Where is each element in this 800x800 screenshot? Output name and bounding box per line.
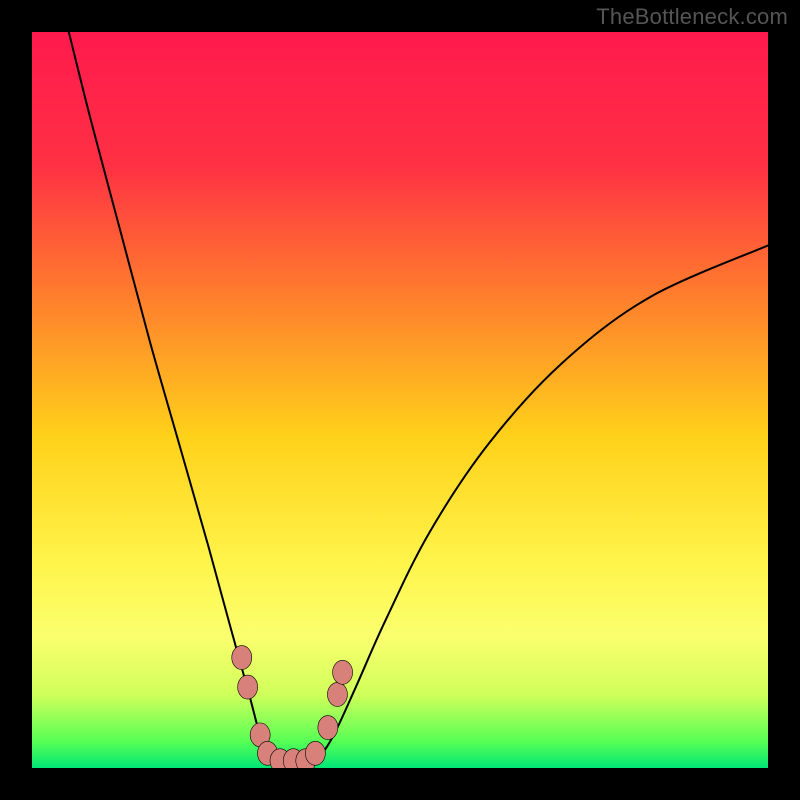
bottleneck-marker xyxy=(305,741,325,765)
watermark-text: TheBottleneck.com xyxy=(596,4,788,30)
bottleneck-marker xyxy=(318,716,338,740)
bottleneck-marker xyxy=(327,682,347,706)
chart-svg xyxy=(0,0,800,800)
bottleneck-marker xyxy=(238,675,258,699)
chart-stage: TheBottleneck.com xyxy=(0,0,800,800)
bottleneck-marker xyxy=(333,660,353,684)
gradient-panel xyxy=(32,32,768,768)
bottleneck-marker xyxy=(232,646,252,670)
